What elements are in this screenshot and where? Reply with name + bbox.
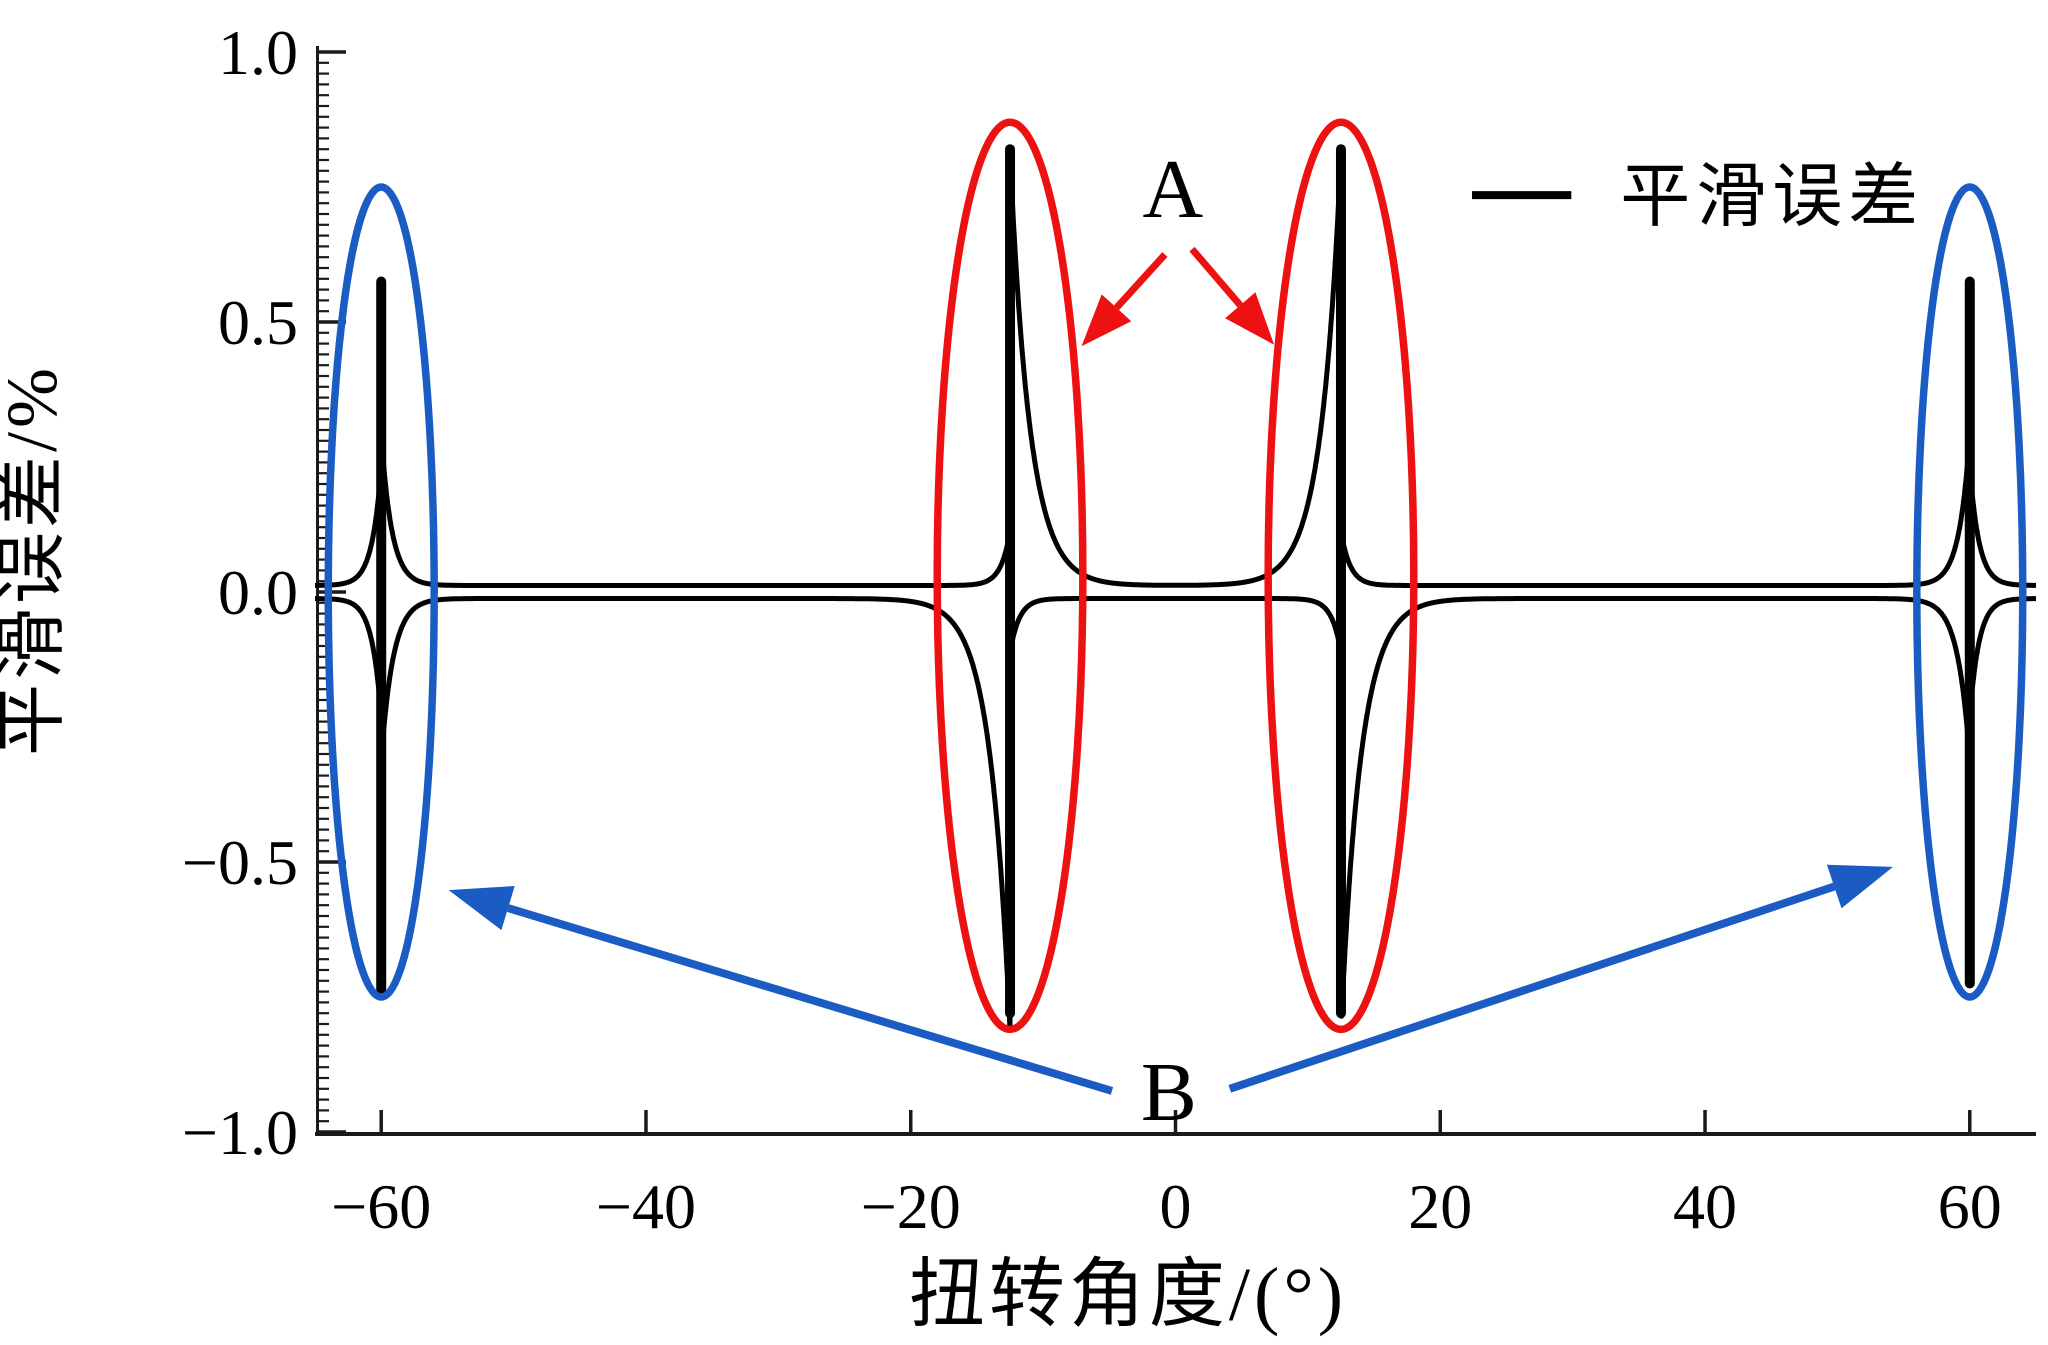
y-tick-label: −0.5 bbox=[182, 827, 298, 898]
x-tick-label: −40 bbox=[596, 1171, 696, 1242]
legend-entry-label: 平滑误差 bbox=[1620, 159, 1924, 236]
annotation-a-label: A bbox=[1143, 143, 1204, 236]
annotation-arrows bbox=[448, 246, 1893, 1095]
error-curve-lower-envelope bbox=[313, 596, 2038, 1033]
x-tick-label: 60 bbox=[1938, 1171, 2002, 1242]
x-tick-label: 20 bbox=[1408, 1171, 1472, 1242]
arrow-shaft-b bbox=[1228, 882, 1836, 1093]
error-curve-series bbox=[313, 151, 2038, 1033]
arrow-head-a bbox=[1081, 294, 1132, 347]
arrow-head-a bbox=[1225, 292, 1275, 345]
x-axis-title: 扭转角度/(°) bbox=[909, 1253, 1347, 1337]
y-axis-title: 平滑误差/% bbox=[0, 364, 72, 756]
axes bbox=[315, 46, 2036, 1136]
arrow-shaft-b bbox=[506, 904, 1114, 1095]
highlight-ellipse-red-left bbox=[933, 118, 1087, 1034]
tick-labels: 1.0 0.5 0.0 −0.5 −1.0 −60 −40 −20 0 20 40 60 bbox=[182, 17, 2002, 1242]
x-tick-label: 40 bbox=[1673, 1171, 1737, 1242]
x-tick-label: 0 bbox=[1160, 1171, 1192, 1242]
y-tick-label: 0.5 bbox=[218, 287, 298, 358]
legend: 平滑误差 bbox=[1472, 159, 1924, 236]
arrow-shaft-a bbox=[1113, 252, 1168, 311]
arrow-shaft-a bbox=[1189, 246, 1243, 308]
x-tick-label: −20 bbox=[861, 1171, 961, 1242]
highlight-ellipse-blue-right bbox=[1913, 183, 2027, 1001]
highlight-ellipse-blue-left bbox=[324, 183, 438, 1001]
error-spikes bbox=[376, 144, 1975, 1019]
error-curve-upper-envelope bbox=[313, 151, 2038, 588]
arrow-head-b bbox=[448, 886, 515, 931]
arrow-head-b bbox=[1826, 864, 1893, 909]
y-tick-label: −1.0 bbox=[182, 1097, 298, 1168]
y-tick-label: 1.0 bbox=[218, 17, 298, 88]
y-tick-label: 0.0 bbox=[218, 557, 298, 628]
annotation-b-label: B bbox=[1141, 1046, 1197, 1139]
highlight-ellipses bbox=[324, 118, 2027, 1034]
x-tick-label: −60 bbox=[331, 1171, 431, 1242]
highlight-ellipse-red-right bbox=[1264, 118, 1418, 1034]
